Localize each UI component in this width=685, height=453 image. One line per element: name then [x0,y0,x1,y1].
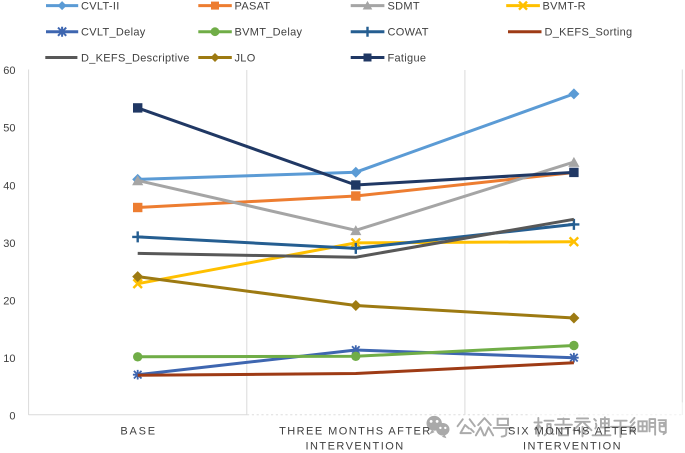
svg-text:60: 60 [3,65,15,77]
svg-text:CVLT_Delay: CVLT_Delay [81,27,146,39]
svg-text:40: 40 [3,180,15,192]
svg-text:SDMT: SDMT [388,1,420,13]
svg-text:30: 30 [3,238,15,250]
svg-text:COWAT: COWAT [388,27,429,39]
svg-text:INTERVENTION: INTERVENTION [306,441,405,453]
svg-text:D_KEFS_Sorting: D_KEFS_Sorting [545,27,633,39]
svg-text:BVMT_Delay: BVMT_Delay [235,27,303,39]
svg-text:10: 10 [3,353,15,365]
svg-text:20: 20 [3,295,15,307]
svg-text:BVMT-R: BVMT-R [543,1,586,13]
svg-text:0: 0 [9,411,15,423]
svg-text:CVLT-II: CVLT-II [81,1,120,13]
svg-text:JLO: JLO [235,53,256,65]
svg-text:D_KEFS_Descriptive: D_KEFS_Descriptive [81,53,190,65]
svg-text:INTERVENTION: INTERVENTION [523,441,622,453]
svg-text:Fatigue: Fatigue [388,53,427,65]
svg-text:BASE: BASE [120,426,157,438]
svg-text:50: 50 [3,123,15,135]
svg-text:THREE MONTHS AFTER: THREE MONTHS AFTER [279,426,432,438]
svg-text:PASAT: PASAT [235,1,271,13]
svg-text:SIX MONTHS AFTER: SIX MONTHS AFTER [508,426,638,438]
